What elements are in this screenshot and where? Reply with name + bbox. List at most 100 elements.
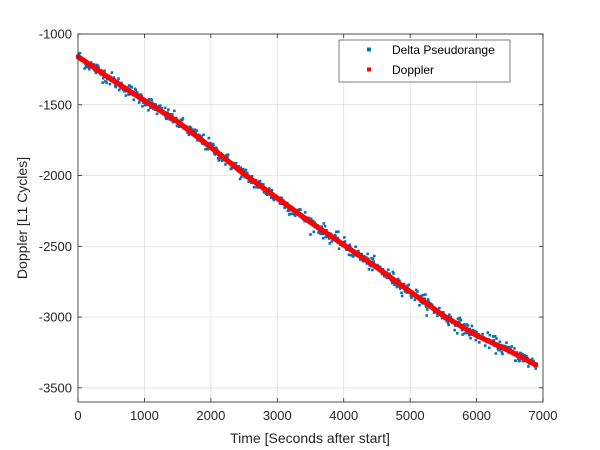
delta-pseudorange-point (465, 323, 468, 326)
x-tick-label: 4000 (329, 408, 358, 423)
delta-pseudorange-point (357, 249, 360, 253)
delta-pseudorange-point (94, 71, 98, 75)
delta-pseudorange-point (392, 272, 395, 275)
delta-pseudorange-point (214, 146, 218, 149)
delta-pseudorange-point (416, 290, 419, 293)
plot-border (77, 33, 544, 403)
delta-pseudorange-point (255, 185, 258, 189)
delta-pseudorange-point (333, 233, 337, 237)
delta-pseudorange-point (270, 196, 273, 199)
delta-pseudorange-point (84, 64, 88, 68)
delta-pseudorange-point (324, 235, 328, 239)
y-tick-label: -3000 (39, 310, 72, 325)
delta-pseudorange-point (323, 224, 327, 228)
delta-pseudorange-point (268, 187, 271, 190)
delta-pseudorange-point (461, 333, 464, 336)
delta-pseudorange-point (139, 93, 143, 96)
delta-pseudorange-point (206, 148, 210, 151)
x-tick-label: 5000 (396, 408, 425, 423)
delta-pseudorange-point (78, 51, 82, 55)
delta-pseudorange-point (394, 283, 397, 286)
delta-pseudorange-point (252, 185, 256, 189)
delta-pseudorange-point (422, 293, 425, 297)
delta-pseudorange-point (286, 209, 290, 213)
delta-pseudorange-point (407, 283, 411, 287)
delta-pseudorange-point (141, 105, 144, 108)
delta-pseudorange-point (108, 82, 112, 86)
delta-pseudorange-point (391, 270, 395, 274)
delta-pseudorange-point (190, 128, 194, 131)
delta-pseudorange-point (436, 314, 439, 317)
delta-pseudorange-point (208, 141, 212, 145)
delta-pseudorange-point (405, 291, 409, 294)
delta-pseudorange-point (173, 109, 176, 113)
delta-pseudorange-point (456, 331, 459, 335)
delta-pseudorange-point (188, 125, 191, 129)
x-tick-labels: 0 1000 2000 3000 4000 5000 6000 7000 (74, 408, 557, 423)
delta-pseudorange-point (491, 335, 495, 338)
delta-pseudorange-point (525, 354, 528, 358)
delta-pseudorange-point (297, 208, 300, 212)
delta-pseudorange-point (354, 245, 357, 249)
delta-pseudorange-point (471, 328, 475, 332)
delta-pseudorange-point (447, 323, 450, 327)
delta-pseudorange-point (202, 133, 205, 137)
delta-pseudorange-point (351, 255, 355, 258)
delta-pseudorange-point (270, 188, 274, 192)
delta-pseudorange-point (367, 267, 371, 271)
delta-pseudorange-point (155, 112, 159, 116)
delta-pseudorange-point (465, 331, 469, 335)
delta-pseudorange-point (414, 288, 418, 292)
delta-pseudorange-point (531, 357, 534, 361)
delta-pseudorange-point (492, 338, 496, 342)
delta-pseudorange-point (493, 335, 497, 338)
delta-pseudorange-point (487, 346, 491, 350)
delta-pseudorange-point (413, 298, 417, 302)
delta-pseudorange-point (527, 365, 530, 368)
delta-pseudorange-point (371, 257, 375, 261)
delta-pseudorange-point (406, 284, 409, 288)
delta-pseudorange-point (319, 232, 322, 235)
delta-pseudorange-point (521, 352, 524, 356)
delta-pseudorange-point (477, 341, 481, 344)
delta-pseudorange-point (500, 350, 504, 354)
delta-pseudorange-point (469, 336, 472, 340)
x-tick-label: 6000 (462, 408, 491, 423)
delta-pseudorange-point (501, 352, 504, 356)
delta-pseudorange-point (200, 135, 203, 138)
delta-pseudorange-point (193, 128, 197, 132)
delta-pseudorange-point (262, 190, 266, 194)
delta-pseudorange-point (426, 298, 430, 301)
delta-pseudorange-point (187, 133, 191, 137)
delta-pseudorange-point (353, 254, 356, 257)
delta-pseudorange-point (420, 294, 423, 298)
delta-pseudorange-point (262, 183, 265, 186)
delta-pseudorange-point (212, 143, 215, 147)
delta-pseudorange-point (349, 253, 353, 257)
x-tick-label: 1000 (130, 408, 159, 423)
delta-pseudorange-point (343, 240, 347, 243)
delta-pseudorange-point (456, 317, 460, 321)
delta-pseudorange-point (289, 212, 292, 216)
delta-pseudorange-point (216, 156, 220, 160)
delta-pseudorange-point (372, 254, 376, 258)
delta-pseudorange-point (335, 230, 338, 234)
delta-pseudorange-point (179, 118, 183, 122)
delta-pseudorange-point (101, 81, 104, 84)
delta-pseudorange-point (448, 313, 451, 317)
delta-pseudorange-point (519, 351, 522, 355)
delta-pseudorange-point (204, 147, 207, 151)
delta-pseudorange-point (293, 214, 297, 217)
delta-pseudorange-point (510, 345, 514, 348)
delta-pseudorange-point (467, 333, 471, 337)
delta-pseudorange-point (159, 104, 162, 107)
axis-ticks (77, 33, 544, 402)
delta-pseudorange-point (337, 247, 341, 250)
delta-pseudorange-point (424, 293, 427, 296)
delta-pseudorange-point (343, 236, 346, 239)
delta-pseudorange-point (438, 306, 441, 310)
delta-pseudorange-point (164, 116, 167, 119)
delta-pseudorange-point (481, 332, 484, 336)
delta-pseudorange-point (119, 87, 122, 90)
delta-pseudorange-point (280, 196, 284, 200)
